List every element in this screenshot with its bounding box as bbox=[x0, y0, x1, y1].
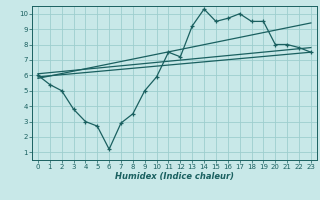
X-axis label: Humidex (Indice chaleur): Humidex (Indice chaleur) bbox=[115, 172, 234, 181]
